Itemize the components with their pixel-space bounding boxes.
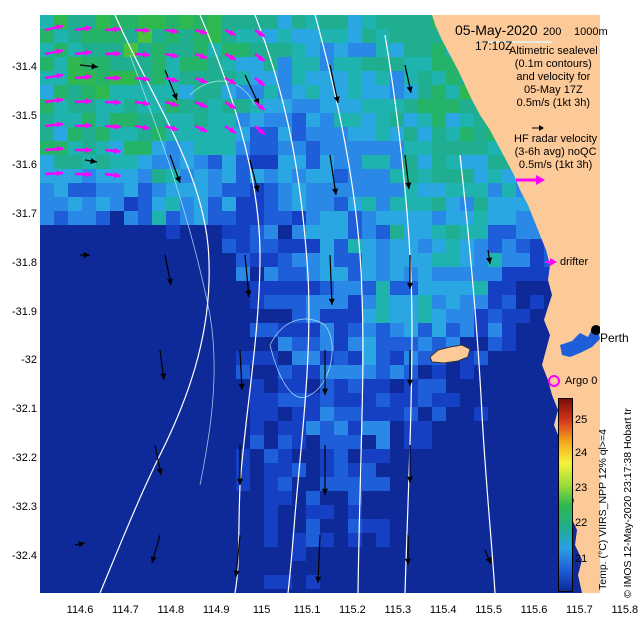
- altimetry-legend-arrow: [532, 125, 544, 131]
- sealevel-contours: [99, 15, 496, 593]
- cb-tick-25: 25: [575, 414, 588, 426]
- x-tick-label: 115.6: [520, 604, 548, 616]
- city-label: Perth: [600, 331, 629, 345]
- drifter-label: drifter: [560, 256, 589, 268]
- colorbar: [558, 398, 573, 592]
- x-tick-label: 115: [252, 604, 271, 616]
- y-tick-label: -32.4: [11, 550, 37, 562]
- altimetry-velocity-arrows: [74, 63, 493, 584]
- x-tick-label: 115.4: [429, 604, 457, 616]
- map-date: 05-May-2020: [455, 22, 538, 38]
- y-tick-label: -31.9: [11, 305, 37, 318]
- y-tick-label: -31.4: [11, 61, 37, 73]
- hf-line-2: (3-6h avg) noQC: [514, 146, 597, 158]
- x-tick-label: 115.7: [566, 604, 593, 616]
- credit-text: © IMOS 12-May-2020 23:17:38 Hobart tr: [622, 408, 634, 598]
- swan-river: [560, 329, 600, 357]
- drifter-legend-arrow: [545, 258, 557, 266]
- x-tick-label: 115.1: [293, 604, 321, 616]
- cb-tick-23: 23: [575, 482, 588, 494]
- y-tick-label: -32.3: [11, 501, 37, 514]
- y-tick-label: -31.6: [11, 158, 37, 171]
- rottnest-island: [429, 344, 471, 364]
- altimetry-line-4: 05-May 17Z: [523, 84, 583, 96]
- x-tick-label: 114.9: [202, 604, 230, 616]
- y-tick-label: -32: [21, 354, 37, 367]
- cb-tick-22: 22: [575, 517, 588, 529]
- y-tick-label: -31.5: [11, 109, 37, 122]
- argo-label: Argo 0: [565, 375, 598, 387]
- colorbar-ticks: 25 24 23 22 21: [575, 398, 595, 590]
- altimetry-legend: Altimetric sealevel (0.1m contours) and …: [509, 45, 598, 110]
- x-tick-label: 115.3: [384, 604, 412, 616]
- colorbar-gradient: [559, 399, 572, 591]
- argo-marker: [548, 375, 560, 387]
- y-tick-label: -32.2: [11, 452, 37, 465]
- hf-radar-legend: HF radar velocity (3-6h avg) noQC 0.5m/s…: [514, 133, 597, 172]
- depth-contour-label-200: 200: [543, 26, 562, 38]
- x-tick-label: 114.6: [66, 604, 94, 616]
- altimetry-line-1: Altimetric sealevel: [509, 45, 598, 57]
- x-tick-label: 114.8: [157, 604, 185, 616]
- colorbar-title: Temp. (°C) VIIRS_NPP 12% ql>=4: [597, 429, 609, 590]
- x-tick-label: 115.8: [611, 604, 639, 616]
- land-mass: [432, 15, 600, 593]
- perth-marker: [591, 325, 600, 335]
- altimetry-line-5: 0.5m/s (1kt 3h): [516, 97, 590, 109]
- altimetry-line-3: and velocity for: [516, 71, 591, 83]
- x-tick-label: 115.5: [475, 604, 502, 616]
- y-tick-label: -31.8: [11, 256, 37, 269]
- altimetry-line-2: (0.1m contours): [514, 58, 592, 70]
- map-panel[interactable]: [40, 15, 600, 593]
- depth-contour-label-1000: 1000m: [574, 26, 608, 38]
- map-svg: [40, 15, 600, 593]
- x-tick-label: 114.7: [112, 604, 139, 616]
- hf-line-3: 0.5m/s (1kt 3h): [518, 159, 593, 171]
- map-time: 17:10Z: [475, 39, 513, 53]
- hf-legend-arrow: [516, 175, 545, 185]
- cb-tick-24: 24: [575, 447, 588, 459]
- cb-tick-21: 21: [575, 553, 588, 565]
- y-tick-label: -31.7: [11, 207, 37, 220]
- hf-line-1: HF radar velocity: [514, 133, 598, 145]
- x-tick-label: 115.2: [339, 604, 366, 616]
- hf-radar-arrows: [44, 24, 266, 179]
- y-tick-label: -32.1: [11, 403, 37, 416]
